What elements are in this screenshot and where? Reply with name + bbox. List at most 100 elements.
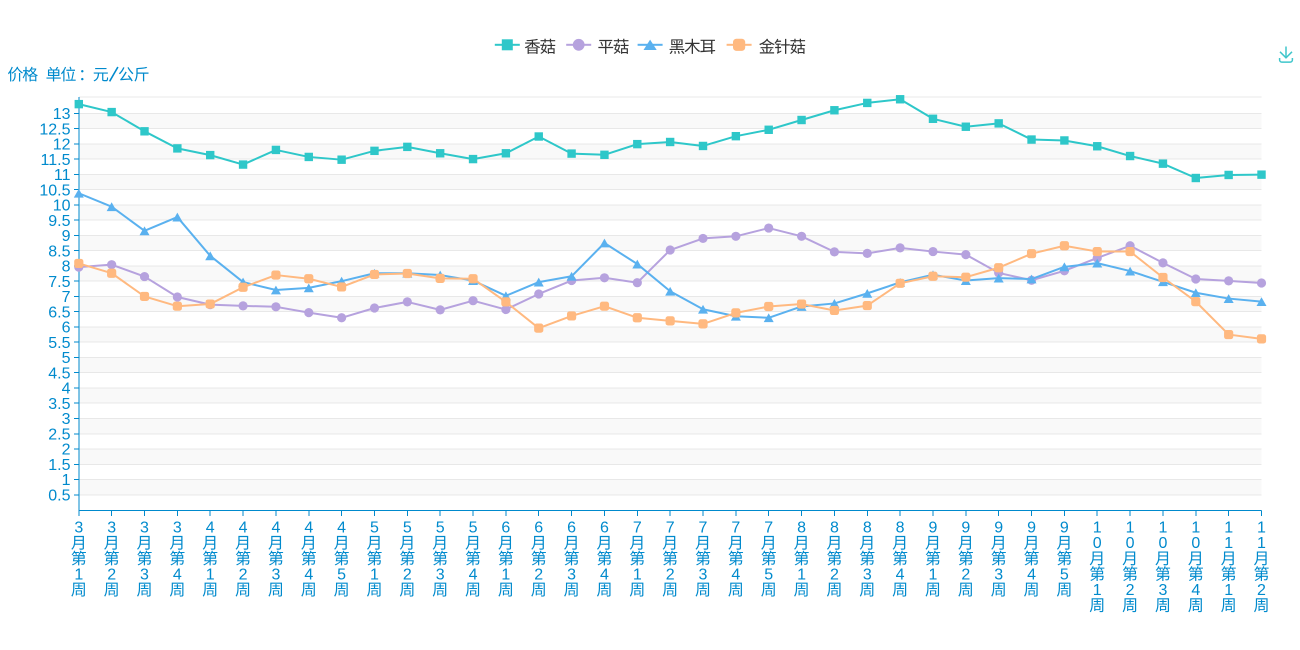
svg-text:3: 3 [994,566,1003,583]
svg-text:1: 1 [797,566,806,583]
svg-text:1: 1 [206,566,215,583]
svg-text:1: 1 [633,566,642,583]
svg-text:3: 3 [863,566,872,583]
svg-text:4: 4 [337,520,346,537]
svg-text:7: 7 [633,520,642,537]
svg-text:11.5: 11.5 [41,152,71,169]
svg-text:1: 1 [1224,520,1233,537]
svg-text:9.5: 9.5 [48,213,70,230]
svg-text:4.5: 4.5 [48,365,70,382]
svg-text:3: 3 [271,566,280,583]
svg-text:1: 1 [1224,535,1233,552]
svg-text:2: 2 [1126,582,1135,599]
svg-text:1: 1 [1257,520,1266,537]
svg-text:12.5: 12.5 [39,121,70,138]
svg-text:2: 2 [239,566,248,583]
svg-text:3: 3 [140,566,149,583]
svg-text:2: 2 [961,566,970,583]
svg-text:6: 6 [567,520,576,537]
svg-text:5.5: 5.5 [48,335,70,352]
svg-text:5: 5 [337,566,346,583]
svg-text:5: 5 [436,520,445,537]
svg-text:3.5: 3.5 [48,396,70,413]
svg-text:0: 0 [1093,535,1102,552]
svg-text:5: 5 [469,520,478,537]
svg-text:4: 4 [304,566,313,583]
svg-text:5: 5 [62,350,71,367]
svg-text:7: 7 [764,520,773,537]
svg-text:4: 4 [896,566,905,583]
svg-text:4: 4 [600,566,609,583]
svg-text:1.5: 1.5 [48,457,70,474]
svg-text:6: 6 [600,520,609,537]
svg-text:1: 1 [1126,520,1135,537]
svg-text:1: 1 [501,566,510,583]
svg-text:1: 1 [1158,520,1167,537]
svg-text:0: 0 [1126,535,1135,552]
svg-text:8: 8 [896,520,905,537]
svg-text:1: 1 [1093,520,1102,537]
svg-text:4: 4 [271,520,280,537]
svg-text:2: 2 [830,566,839,583]
svg-text:8.5: 8.5 [48,243,70,260]
svg-text:4: 4 [62,381,71,398]
svg-text:7: 7 [62,289,71,306]
svg-text:6.5: 6.5 [48,304,70,321]
svg-text:1: 1 [929,566,938,583]
svg-text:7: 7 [666,520,675,537]
svg-text:2: 2 [62,442,71,459]
svg-text:11: 11 [54,167,71,184]
svg-text:8: 8 [62,259,71,276]
svg-text:5: 5 [1060,566,1069,583]
svg-text:4: 4 [469,566,478,583]
svg-text:2: 2 [666,566,675,583]
svg-text:2: 2 [403,566,412,583]
svg-text:1: 1 [74,566,83,583]
svg-text:6: 6 [534,520,543,537]
svg-text:3: 3 [140,520,149,537]
svg-text:10.5: 10.5 [39,182,70,199]
svg-text:8: 8 [797,520,806,537]
svg-text:1: 1 [1224,582,1233,599]
svg-text:4: 4 [1191,582,1200,599]
svg-text:2: 2 [1257,582,1266,599]
svg-text:3: 3 [173,520,182,537]
svg-text:3: 3 [62,411,71,428]
svg-text:3: 3 [436,566,445,583]
svg-text:5: 5 [403,520,412,537]
svg-text:8: 8 [863,520,872,537]
svg-text:0: 0 [1158,535,1167,552]
svg-text:1: 1 [370,566,379,583]
svg-text:4: 4 [731,566,740,583]
svg-text:7: 7 [731,520,740,537]
svg-text:1: 1 [1093,582,1102,599]
svg-text:9: 9 [961,520,970,537]
svg-text:10: 10 [53,198,71,215]
svg-text:3: 3 [567,566,576,583]
svg-text:1: 1 [1257,535,1266,552]
svg-text:9: 9 [1060,520,1069,537]
svg-text:2: 2 [534,566,543,583]
svg-text:9: 9 [994,520,1003,537]
svg-text:3: 3 [1158,582,1167,599]
svg-text:3: 3 [107,520,116,537]
svg-text:6: 6 [62,320,71,337]
svg-text:1: 1 [62,472,71,489]
svg-text:4: 4 [239,520,248,537]
svg-text:1: 1 [1191,520,1200,537]
svg-text:2.5: 2.5 [48,426,70,443]
svg-text:3: 3 [74,520,83,537]
svg-text:9: 9 [1027,520,1036,537]
svg-text:0.5: 0.5 [48,488,70,505]
svg-text:4: 4 [173,566,182,583]
svg-text:3: 3 [699,566,708,583]
svg-text:5: 5 [370,520,379,537]
svg-text:8: 8 [830,520,839,537]
svg-text:0: 0 [1191,535,1200,552]
svg-text:5: 5 [764,566,773,583]
svg-text:9: 9 [929,520,938,537]
svg-text:7: 7 [699,520,708,537]
svg-text:9: 9 [62,228,71,245]
svg-text:2: 2 [107,566,116,583]
svg-text:6: 6 [501,520,510,537]
